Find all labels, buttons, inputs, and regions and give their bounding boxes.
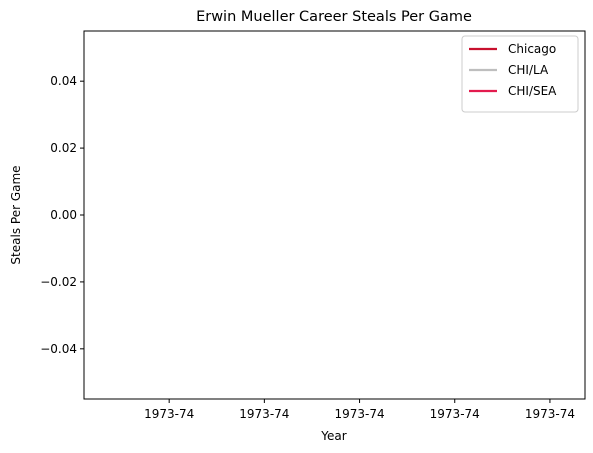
y-tick-label: 0.02: [50, 141, 77, 155]
y-tick-label: −0.04: [40, 342, 77, 356]
x-tick-label: 1973-74: [239, 407, 289, 421]
legend-label: Chicago: [508, 42, 556, 56]
x-tick-label: 1973-74: [144, 407, 194, 421]
x-axis-label: Year: [320, 429, 346, 443]
legend-label: CHI/SEA: [508, 84, 557, 98]
legend-label: CHI/LA: [508, 63, 549, 77]
x-tick-label: 1973-74: [525, 407, 575, 421]
y-tick-label: 0.04: [50, 74, 77, 88]
x-tick-label: 1973-74: [430, 407, 480, 421]
x-tick-label: 1973-74: [334, 407, 384, 421]
legend-frame: [461, 35, 579, 113]
chart-title: Erwin Mueller Career Steals Per Game: [196, 9, 472, 25]
x-axis-ticks: 1973-74 1973-74 1973-74 1973-74 1973-74: [144, 399, 575, 421]
y-axis-label: Steals Per Game: [9, 165, 23, 264]
y-tick-label: −0.02: [40, 275, 77, 289]
y-axis-ticks: −0.04 −0.02 0.00 0.02 0.04: [40, 74, 84, 356]
y-tick-label: 0.00: [50, 208, 77, 222]
legend: Chicago CHI/LA CHI/SEA: [461, 35, 579, 113]
